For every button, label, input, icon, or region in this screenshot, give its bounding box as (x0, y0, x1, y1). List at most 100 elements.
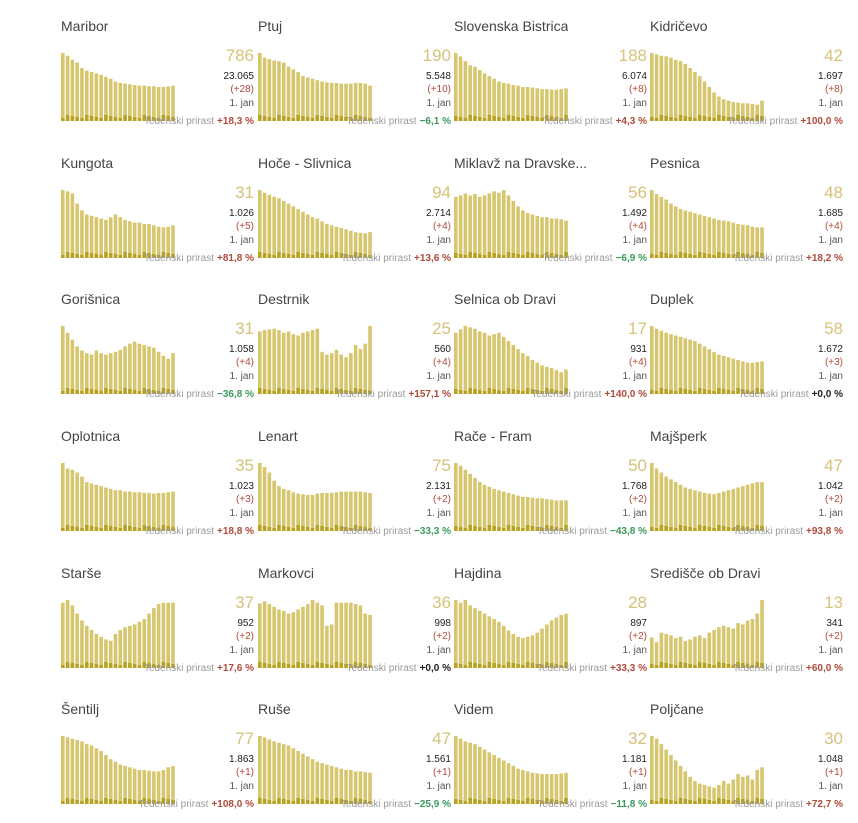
bar-recent (521, 528, 525, 531)
bar (113, 490, 118, 531)
bar (147, 770, 151, 804)
daily-change: (+2) (628, 494, 647, 505)
date-label: 1. jan (426, 371, 451, 382)
municipality-card[interactable]: Kidričevo 42 1.697 (+8) 1. jan Tedenski prira… (650, 18, 843, 138)
bar (659, 744, 664, 804)
municipality-card[interactable]: Miklavž na Dravske... 56 1.492 (+4) 1. jan Te… (454, 155, 647, 275)
bar-recent (750, 528, 755, 531)
municipality-card[interactable]: Poljčane 30 1.048 (+1) 1. jan Tedenski priras… (650, 701, 843, 821)
daily-change: (+4) (432, 357, 451, 368)
municipality-card[interactable]: Šentilj 77 1.863 (+1) 1. jan Tedenski prirast… (61, 701, 254, 821)
municipality-card[interactable]: Hajdina 28 897 (+2) 1. jan Tedenski prirast +3… (454, 565, 647, 685)
bar-recent (516, 664, 520, 668)
municipality-card[interactable]: Oplotnica 35 1.023 (+3) 1. jan Tedenski prira… (61, 428, 254, 548)
bar (258, 603, 262, 668)
municipality-card[interactable]: Gorišnica 31 1.058 (+4) 1. jan Tedenski prira… (61, 291, 254, 411)
daily-change: (+4) (432, 221, 451, 232)
bar-recent (458, 664, 463, 668)
bar (659, 330, 664, 394)
bar (315, 493, 320, 531)
bar (147, 86, 151, 121)
bar-recent (301, 253, 305, 258)
municipality-card[interactable]: Duplek 58 1.672 (+3) 1. jan Tedenski prirast +… (650, 291, 843, 411)
bar-recent (516, 800, 520, 804)
bar-recent (559, 801, 564, 804)
bar (559, 89, 564, 121)
bar (669, 334, 673, 394)
bar (521, 770, 525, 804)
municipality-card[interactable]: Lenart 75 2.131 (+2) 1. jan Tedenski prirast −… (258, 428, 451, 548)
bar-recent (108, 799, 113, 804)
bar-recent (463, 528, 468, 531)
bar (363, 343, 368, 394)
active-cases: 188 (618, 46, 647, 65)
bar (132, 768, 137, 804)
bar (368, 326, 372, 394)
municipality-card[interactable]: Maribor 786 23.065 (+28) 1. jan Tedenski prir… (61, 18, 254, 138)
bar (731, 358, 736, 394)
bar (349, 230, 353, 258)
bar (349, 491, 353, 531)
municipality-card[interactable]: Selnica ob Dravi 17 931 (+4) 1. jan Tedenski … (454, 291, 647, 411)
municipality-name: Videm (454, 701, 494, 717)
active-cases: 32 (628, 729, 647, 748)
bar (530, 87, 535, 121)
municipality-card[interactable]: Ptuj 190 5.548 (+10) 1. jan Tedenski prirast −… (258, 18, 451, 138)
bar-recent (707, 664, 712, 668)
bar (104, 755, 108, 804)
bar-recent (334, 115, 339, 121)
bar (554, 617, 559, 668)
bar-recent (673, 528, 678, 531)
weekly-growth-label: Tedenski prirast (536, 526, 608, 537)
bar-recent (161, 252, 166, 258)
weekly-growth: Tedenski prirast +17,6 % (144, 663, 254, 674)
bar (721, 625, 726, 668)
bar-recent (697, 252, 702, 258)
bar-recent (736, 798, 740, 804)
bar-recent (492, 116, 496, 121)
municipality-card[interactable]: Hoče - Slivnica 94 2.714 (+4) 1. jan Tedenski… (258, 155, 451, 275)
bar-recent (535, 390, 540, 394)
bar-recent (277, 525, 281, 531)
municipality-card[interactable]: Pesnica 48 1.685 (+4) 1. jan Tedenski prirast… (650, 155, 843, 275)
bar (712, 92, 716, 121)
bar (286, 745, 291, 804)
bar-recent (61, 255, 65, 258)
municipality-card[interactable]: Kungota 31 1.026 (+5) 1. jan Tedenski prirast… (61, 155, 254, 275)
bar (147, 346, 151, 394)
bar (89, 354, 94, 394)
municipality-card[interactable]: Rače - Fram 50 1.768 (+2) 1. jan Tedenski pri… (454, 428, 647, 548)
bar-recent (137, 118, 142, 121)
bar-recent (530, 799, 535, 804)
date-label: 1. jan (229, 781, 254, 792)
bar (516, 85, 520, 121)
bar-recent (128, 663, 132, 668)
municipality-card[interactable]: Markovci 36 998 (+2) 1. jan Tedenski prirast +… (258, 565, 451, 685)
bar-recent (497, 390, 501, 394)
bar-recent (315, 388, 320, 394)
municipality-card[interactable]: Majšperk 47 1.042 (+2) 1. jan Tedenski priras… (650, 428, 843, 548)
bar-recent (152, 664, 156, 668)
bar-recent (161, 662, 166, 668)
bar-recent (142, 525, 147, 531)
municipality-card[interactable]: Slovenska Bistrica 188 6.074 (+8) 1. jan Tede… (454, 18, 647, 138)
bar (760, 100, 764, 121)
bar (755, 227, 760, 258)
bar-recent (750, 801, 755, 804)
municipality-card[interactable]: Ruše 47 1.561 (+1) 1. jan Tedenski prirast −25… (258, 701, 451, 821)
date-label: 1. jan (622, 645, 647, 656)
bar (99, 636, 103, 668)
bar-recent (142, 115, 147, 121)
bar-recent (286, 254, 291, 258)
active-cases: 94 (432, 183, 451, 202)
bar-recent (305, 390, 310, 394)
municipality-card[interactable]: Videm 32 1.181 (+1) 1. jan Tedenski prirast −1… (454, 701, 647, 821)
bar (325, 354, 329, 394)
municipality-card[interactable]: Starše 37 952 (+2) 1. jan Tedenski prirast +17… (61, 565, 254, 685)
bar (477, 746, 482, 804)
weekly-growth: Tedenski prirast −43,8 % (537, 526, 647, 537)
bar (506, 492, 511, 531)
municipality-card[interactable]: Destrnik 25 560 (+4) 1. jan Tedenski prirast +… (258, 291, 451, 411)
bar-chart (454, 463, 568, 531)
municipality-card[interactable]: Središče ob Dravi 13 341 (+2) 1. jan Tedenski… (650, 565, 843, 685)
